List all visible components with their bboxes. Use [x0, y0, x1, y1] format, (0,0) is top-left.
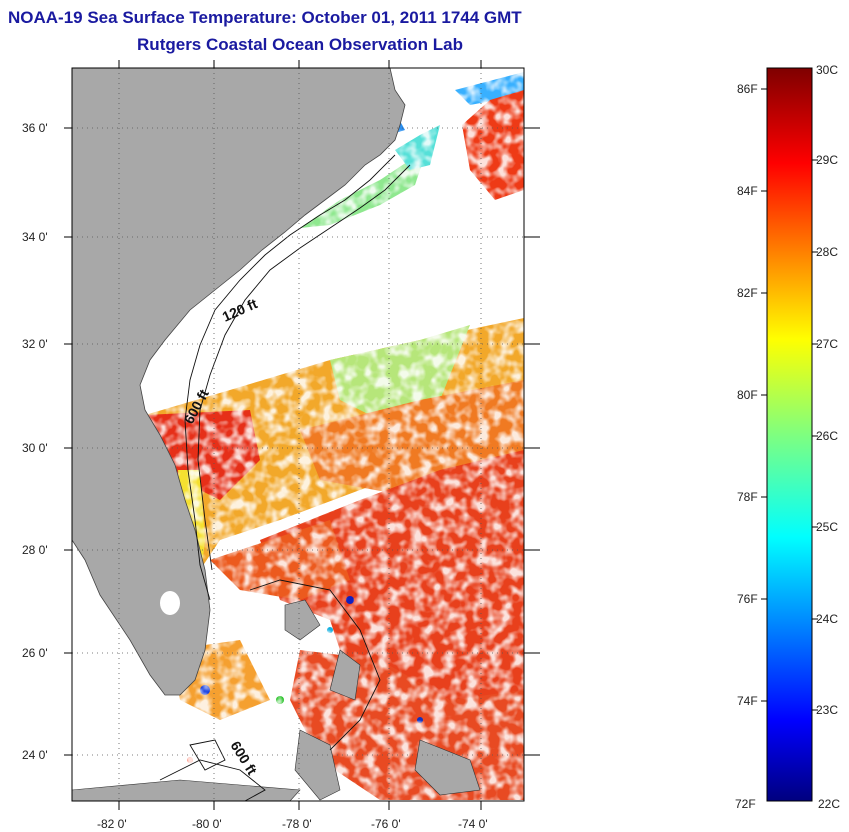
fahrenheit-label: 82F [737, 286, 758, 300]
x-tick-label: -76 0' [371, 817, 401, 831]
x-tick-label: -74 0' [458, 817, 488, 831]
y-tick-label: 34 0' [22, 230, 48, 244]
celsius-label: 26C [816, 429, 838, 443]
colorbar: 30C 29C 28C 27C 26C 25C 24C 23C 22C 86F … [735, 63, 840, 811]
celsius-label: 30C [816, 63, 838, 77]
map-subtitle: Rutgers Coastal Ocean Observation Lab [137, 35, 463, 54]
x-tick-label: -78 0' [282, 817, 312, 831]
y-tick-label: 24 0' [22, 748, 48, 762]
colorbar-gradient [766, 67, 813, 802]
map-frame [71, 67, 525, 802]
fahrenheit-label: 76F [737, 592, 758, 606]
x-tick-label: -80 0' [192, 817, 222, 831]
axis-ticks [64, 60, 540, 810]
x-tick-labels: -82 0' -80 0' -78 0' -76 0' -74 0' [97, 817, 488, 831]
fahrenheit-label: 72F [735, 797, 756, 811]
celsius-label: 22C [818, 797, 840, 811]
land-layer [72, 68, 481, 801]
y-tick-label: 28 0' [22, 543, 48, 557]
fahrenheit-label: 86F [737, 82, 758, 96]
celsius-label: 28C [816, 245, 838, 259]
fahrenheit-label: 80F [737, 388, 758, 402]
celsius-label: 24C [816, 612, 838, 626]
celsius-label: 25C [816, 520, 838, 534]
y-tick-label: 30 0' [22, 441, 48, 455]
colorbar-fahrenheit-labels: 86F 84F 82F 80F 78F 76F 74F 72F [735, 82, 758, 811]
bathymetry-contours [159, 154, 411, 801]
celsius-label: 29C [816, 153, 838, 167]
colorbar-ticks [761, 88, 818, 711]
fahrenheit-label: 74F [737, 694, 758, 708]
map-title: NOAA-19 Sea Surface Temperature: October… [8, 8, 522, 27]
fahrenheit-label: 84F [737, 184, 758, 198]
map-panel: 120 ft 600 ft 600 ft [22, 60, 540, 831]
fahrenheit-label: 78F [737, 490, 758, 504]
celsius-label: 27C [816, 337, 838, 351]
x-tick-label: -82 0' [97, 817, 127, 831]
y-tick-label: 32 0' [22, 337, 48, 351]
y-tick-label: 26 0' [22, 646, 48, 660]
graticule [72, 68, 524, 801]
colorbar-celsius-labels: 30C 29C 28C 27C 26C 25C 24C 23C 22C [816, 63, 840, 811]
y-tick-labels: 24 0' 26 0' 28 0' 30 0' 32 0' 34 0' 36 0… [22, 121, 48, 762]
celsius-label: 23C [816, 703, 838, 717]
y-tick-label: 36 0' [22, 121, 48, 135]
